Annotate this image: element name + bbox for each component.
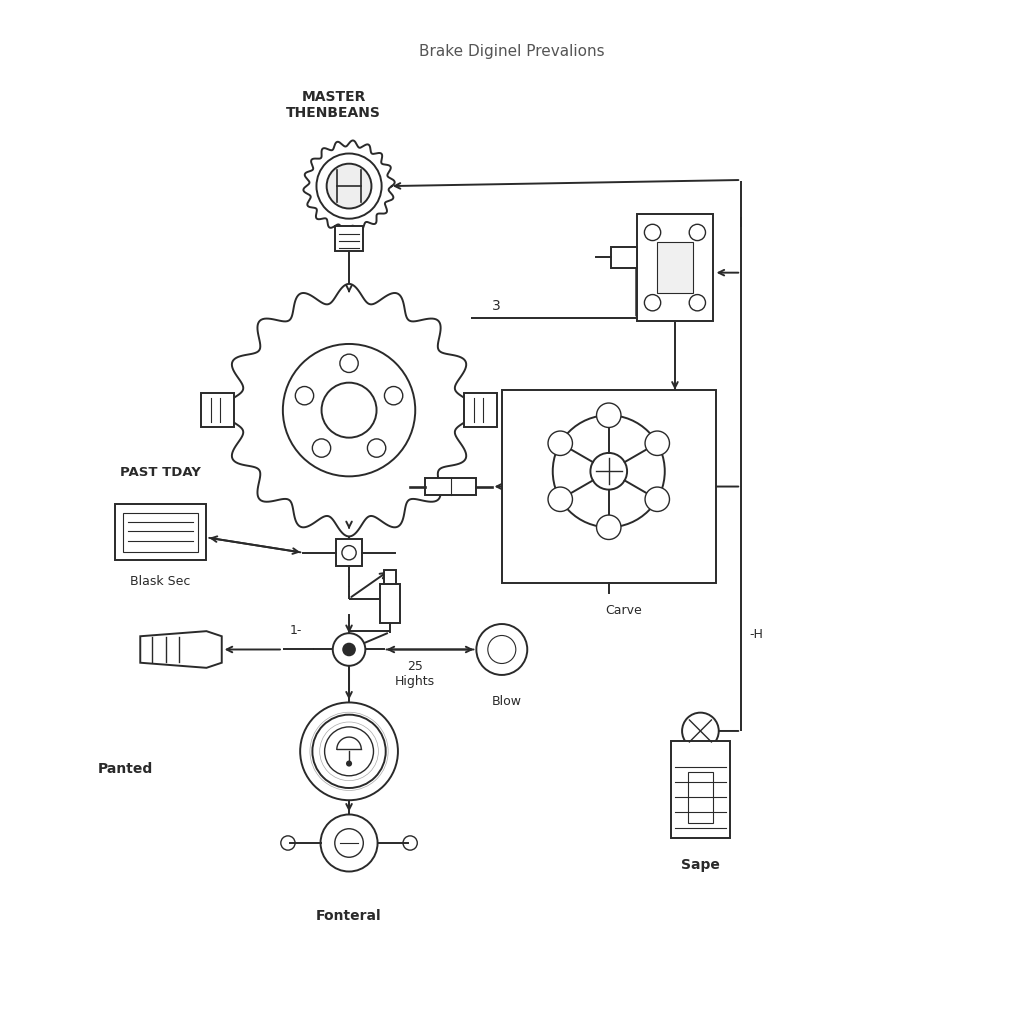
Circle shape: [300, 702, 398, 800]
Polygon shape: [223, 284, 475, 537]
Bar: [380, 585, 400, 623]
Bar: [637, 214, 713, 322]
Text: 3: 3: [492, 299, 501, 313]
Bar: [123, 512, 199, 552]
Text: Brake Diginel Prevalions: Brake Diginel Prevalions: [419, 43, 605, 58]
Bar: [425, 478, 476, 495]
Bar: [335, 226, 364, 251]
Polygon shape: [140, 631, 222, 668]
Text: Carve: Carve: [605, 604, 642, 616]
Circle shape: [597, 515, 621, 540]
Bar: [502, 390, 716, 584]
Text: Sape: Sape: [681, 858, 720, 872]
Bar: [202, 393, 233, 427]
Circle shape: [384, 386, 402, 404]
Text: MASTER
THENBEANS: MASTER THENBEANS: [287, 90, 381, 120]
Bar: [656, 242, 693, 293]
Circle shape: [645, 431, 670, 456]
Circle shape: [340, 354, 358, 373]
Circle shape: [346, 761, 352, 767]
Circle shape: [312, 439, 331, 458]
Text: Fonteral: Fonteral: [316, 909, 382, 924]
Circle shape: [316, 154, 382, 219]
Text: PAST TDAY: PAST TDAY: [120, 466, 201, 479]
Circle shape: [476, 624, 527, 675]
Circle shape: [295, 386, 313, 404]
Text: Blow: Blow: [492, 695, 522, 709]
Bar: [384, 570, 396, 585]
Circle shape: [548, 487, 572, 512]
Circle shape: [548, 431, 572, 456]
Circle shape: [597, 403, 621, 427]
Circle shape: [327, 164, 372, 209]
Circle shape: [645, 487, 670, 512]
Circle shape: [321, 814, 378, 871]
Bar: [115, 505, 207, 560]
Bar: [611, 247, 637, 267]
Circle shape: [368, 439, 386, 458]
Circle shape: [682, 713, 719, 750]
Text: 1-: 1-: [290, 625, 302, 637]
Text: 25
Hights: 25 Hights: [395, 659, 435, 688]
Text: Panted: Panted: [97, 762, 153, 775]
Circle shape: [333, 633, 366, 666]
Bar: [671, 741, 730, 838]
Text: Blask Sec: Blask Sec: [130, 575, 190, 588]
Text: -H: -H: [750, 628, 763, 641]
Bar: [688, 772, 713, 822]
Bar: [464, 393, 497, 427]
Bar: [336, 540, 362, 566]
Circle shape: [343, 643, 355, 655]
